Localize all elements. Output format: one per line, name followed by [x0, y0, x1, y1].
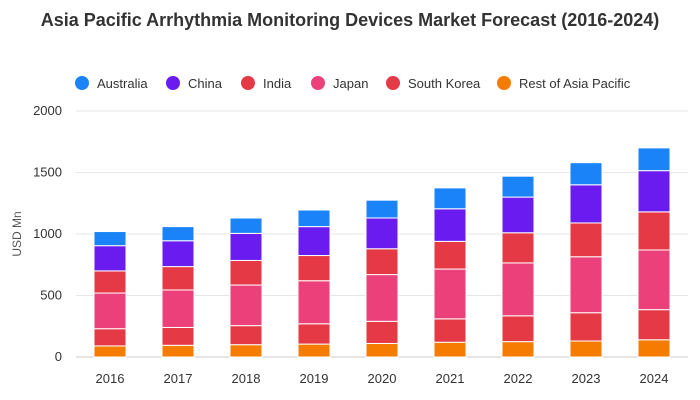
- bar-segment: [93, 328, 127, 347]
- bar-segment: [637, 309, 671, 341]
- x-tick-label: 2022: [504, 371, 533, 386]
- legend-swatch: [75, 76, 89, 90]
- x-tick-label: 2018: [232, 371, 261, 386]
- x-tick-label: 2023: [572, 371, 601, 386]
- bar-segment: [637, 249, 671, 311]
- bar-segment: [637, 170, 671, 213]
- bar-segment: [365, 217, 399, 250]
- bar-segment: [161, 344, 195, 358]
- legend-label: South Korea: [408, 75, 481, 91]
- bar-segment: [501, 196, 535, 234]
- bar-segment: [297, 255, 331, 282]
- bar-segment: [161, 266, 195, 291]
- legend-label: China: [188, 75, 222, 91]
- bar-segment: [569, 312, 603, 342]
- legend-swatch: [386, 76, 400, 90]
- bar-segment: [433, 341, 467, 358]
- legend-item[interactable]: Japan: [311, 73, 368, 93]
- bar-segment: [433, 187, 467, 210]
- bar-segment: [229, 217, 263, 234]
- bar-segment: [229, 232, 263, 261]
- legend-item[interactable]: Australia: [75, 73, 148, 93]
- bar-segment: [297, 323, 331, 345]
- bar-segment: [365, 248, 399, 276]
- x-tick-label: 2017: [164, 371, 193, 386]
- bar-segment: [93, 292, 127, 330]
- legend-item[interactable]: China: [166, 73, 222, 93]
- bar-segment: [229, 344, 263, 358]
- bar-segment: [297, 209, 331, 228]
- bar-segment: [569, 222, 603, 258]
- bar-segment: [161, 240, 195, 268]
- chart-title: Asia Pacific Arrhythmia Monitoring Devic…: [40, 10, 660, 30]
- bar-segment: [297, 280, 331, 325]
- x-tick-label: 2016: [96, 371, 125, 386]
- bar-segment: [637, 211, 671, 251]
- x-tick-label: 2020: [368, 371, 397, 386]
- legend-item[interactable]: India: [241, 73, 291, 93]
- bar-segment: [637, 147, 671, 172]
- bar-segment: [365, 320, 399, 344]
- bar-segment: [297, 226, 331, 257]
- bar-segment: [229, 259, 263, 286]
- legend-label: Japan: [333, 75, 369, 91]
- bar-segment: [433, 268, 467, 320]
- bar-segment: [433, 318, 467, 343]
- legend-item[interactable]: Rest of Asia Pacific: [497, 73, 630, 93]
- x-tick-label: 2024: [640, 371, 669, 386]
- legend: Australia China India Japan South Korea Rest …: [0, 73, 700, 93]
- legend-item[interactable]: South Korea: [386, 73, 480, 93]
- legend-swatch: [311, 76, 325, 90]
- bar-segment: [297, 343, 331, 358]
- y-tick-label: 1000: [33, 226, 62, 241]
- bar-segment: [501, 315, 535, 343]
- bar-segment: [569, 256, 603, 314]
- legend-label: Rest of Asia Pacific: [519, 75, 631, 91]
- bar-segment: [161, 226, 195, 242]
- legend-swatch: [241, 76, 255, 90]
- bar-segment: [93, 245, 127, 272]
- y-axis-label: USD Mn: [10, 211, 24, 256]
- bar-segment: [229, 284, 263, 327]
- legend-label: Australia: [97, 75, 148, 91]
- y-tick-label: 2000: [33, 103, 62, 118]
- bar-segment: [501, 175, 535, 198]
- bar-segment: [569, 184, 603, 224]
- bar-segment: [569, 340, 603, 358]
- bar-segment: [501, 232, 535, 264]
- bar-segment: [161, 326, 195, 346]
- legend-label: India: [263, 75, 292, 91]
- bar-segment: [365, 342, 399, 358]
- bar-segment: [229, 325, 263, 346]
- bar-segment: [433, 208, 467, 242]
- y-tick-label: 500: [40, 288, 62, 303]
- legend-swatch: [497, 76, 511, 90]
- bar-segment: [569, 162, 603, 186]
- bar-segment: [501, 341, 535, 358]
- legend-swatch: [166, 76, 180, 90]
- bar-segment: [637, 339, 671, 358]
- bar-segment: [161, 289, 195, 328]
- y-tick-label: 0: [55, 349, 62, 364]
- bar-segment: [501, 262, 535, 317]
- bar-segment: [365, 274, 399, 322]
- y-tick-label: 1500: [33, 165, 62, 180]
- x-tick-label: 2019: [300, 371, 329, 386]
- bar-segment: [365, 199, 399, 219]
- bar-segment: [93, 270, 127, 294]
- bar-segment: [93, 231, 127, 247]
- bar-segment: [433, 240, 467, 270]
- x-tick-label: 2021: [436, 371, 465, 386]
- bar-segment: [93, 345, 127, 358]
